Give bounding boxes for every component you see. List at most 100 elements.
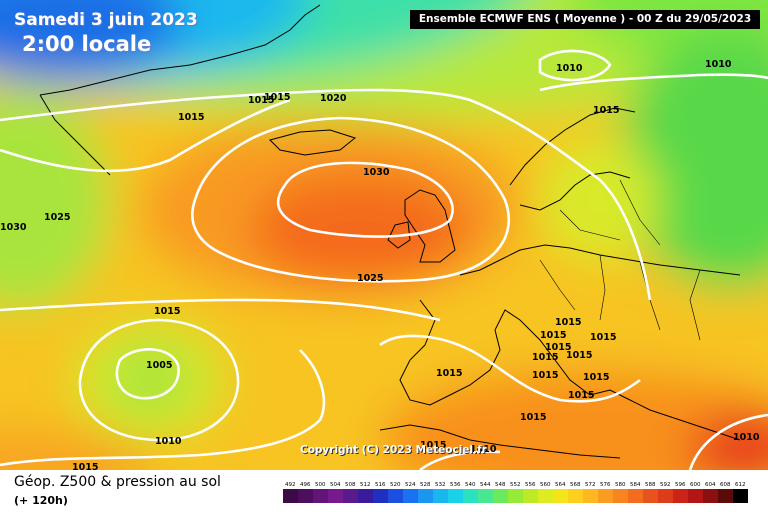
colorbar-swatch — [313, 489, 328, 503]
isobar-label: 1015 — [248, 95, 274, 106]
colorbar-swatch — [388, 489, 403, 503]
colorbar-swatch — [628, 489, 643, 503]
isobar-label: 1015 — [420, 440, 446, 451]
colorbar-tick-label: 600 — [690, 482, 701, 488]
colorbar-tick-label: 604 — [705, 482, 716, 488]
europe-coast — [399, 244, 741, 441]
colorbar-tick-label: 584 — [630, 482, 641, 488]
isobar-1025-ring — [191, 116, 511, 283]
colorbar-tick-label: 560 — [540, 482, 551, 488]
copyright-label: Copyright (C) 2023 Meteociel.fr — [300, 444, 487, 456]
isobar-label: 1010 — [733, 432, 760, 443]
isobar-label: 1015 — [590, 332, 616, 343]
isobar-label: 1015 — [72, 462, 98, 470]
isobar-1015-med — [379, 334, 641, 403]
colorbar-swatch — [328, 489, 343, 503]
colorbar-tick-label: 608 — [720, 482, 731, 488]
lead-time-label: (+ 120h) — [14, 494, 68, 507]
isobar-1010-se — [688, 413, 768, 470]
colorbar-tick-label: 500 — [315, 482, 326, 488]
colorbar-swatch — [283, 489, 298, 503]
colorbar-tick-label: 524 — [405, 482, 416, 488]
colorbar-swatch — [583, 489, 598, 503]
isobar-label: 1010 — [556, 63, 583, 74]
colorbar-swatch — [373, 489, 388, 503]
colorbar-tick-label: 516 — [375, 482, 386, 488]
geopotential-field — [0, 0, 768, 470]
colorbar-tick-label: 536 — [450, 482, 461, 488]
isobar-1015-south — [0, 298, 441, 322]
colorbar-swatch — [703, 489, 718, 503]
isobar-label: 1015 — [178, 112, 204, 123]
colorbar-swatch — [688, 489, 703, 503]
colorbar-swatch — [613, 489, 628, 503]
colorbar-swatch — [733, 489, 748, 503]
coastlines — [39, 4, 741, 459]
africa-coast — [379, 424, 621, 459]
isobar-1010-ring — [78, 318, 240, 442]
isobar-1005-low — [115, 348, 180, 400]
colorbar-tick-label: 532 — [435, 482, 446, 488]
colorbar-swatch — [403, 489, 418, 503]
colorbar-swatch — [568, 489, 583, 503]
isobar-label: 1015 — [540, 330, 566, 341]
isobar-label: 1010 — [155, 436, 182, 447]
model-run-header: Ensemble ECMWF ENS ( Moyenne ) - 00 Z du… — [410, 10, 760, 29]
colorbar-tick-label: 504 — [330, 482, 341, 488]
colorbar-ticks: 492 496 500 504 508 512 516 520 524 528 532 536 540 5… — [285, 482, 746, 488]
colorbar-swatch — [523, 489, 538, 503]
colorbar-swatch — [658, 489, 673, 503]
colorbar-swatch — [553, 489, 568, 503]
colorbar-tick-label: 548 — [495, 482, 506, 488]
colorbar-tick-label: 564 — [555, 482, 566, 488]
isobar-label: 1030 — [0, 222, 27, 233]
colorbar-legend: 492 496 500 504 508 512 516 520 524 528 532 536 540 5… — [283, 482, 748, 503]
colorbar-tick-label: 588 — [645, 482, 656, 488]
isobar-label: 1015 — [520, 412, 546, 423]
colorbar-tick-label: 612 — [735, 482, 746, 488]
colorbar-swatch — [718, 489, 733, 503]
isobar-1015-west — [0, 98, 291, 173]
map-canvas: 1010 1010 1015 1015 1015 1015 1020 1030 … — [0, 0, 768, 470]
colorbar-swatch — [538, 489, 553, 503]
isobar-label: 1010 — [470, 444, 497, 455]
colorbar-tick-label: 508 — [345, 482, 356, 488]
colorbar-tick-label: 576 — [600, 482, 611, 488]
colorbar-tick-label: 596 — [675, 482, 686, 488]
colorbar-swatch — [478, 489, 493, 503]
isobar-1015-ne — [539, 73, 768, 92]
isobar-label: 1015 — [436, 368, 462, 379]
isobar-label: 1015 — [583, 372, 609, 383]
isobar-label: 1010 — [705, 59, 732, 70]
greenland-coast — [39, 4, 321, 176]
colorbar-tick-label: 496 — [300, 482, 311, 488]
isobar-label: 1015 — [532, 352, 558, 363]
isobar-label: 1015 — [545, 342, 571, 353]
isobar-label: 1015 — [264, 92, 290, 103]
isobar-label: 1015 — [566, 350, 592, 361]
colorbar-tick-label: 540 — [465, 482, 476, 488]
valid-date-label: Samedi 3 juin 2023 — [14, 10, 198, 30]
valid-time-label: 2:00 locale — [22, 32, 152, 56]
colorbar-tick-label: 520 — [390, 482, 401, 488]
isobar-1030-center — [276, 161, 454, 238]
colorbar-swatch — [448, 489, 463, 503]
colorbar-swatches — [283, 489, 748, 503]
isobar-label: 1015 — [593, 105, 619, 116]
weather-map: 1010 1010 1015 1015 1015 1015 1020 1030 … — [0, 0, 768, 470]
colorbar-tick-label: 492 — [285, 482, 296, 488]
colorbar-tick-label: 568 — [570, 482, 581, 488]
colorbar-tick-label: 552 — [510, 482, 521, 488]
iceland-coast — [269, 129, 357, 156]
colorbar-tick-label: 528 — [420, 482, 431, 488]
isobar-1020 — [0, 88, 652, 301]
isobar-label: 1025 — [357, 273, 383, 284]
colorbar-swatch — [508, 489, 523, 503]
colorbar-swatch — [298, 489, 313, 503]
isobar-1015-bottom — [0, 349, 326, 467]
isobar-1010-ne — [538, 49, 612, 82]
isobar-label: 1005 — [146, 360, 172, 371]
scandinavia-coast — [509, 107, 636, 211]
colorbar-swatch — [463, 489, 478, 503]
isobar-1010-africa — [419, 450, 501, 470]
